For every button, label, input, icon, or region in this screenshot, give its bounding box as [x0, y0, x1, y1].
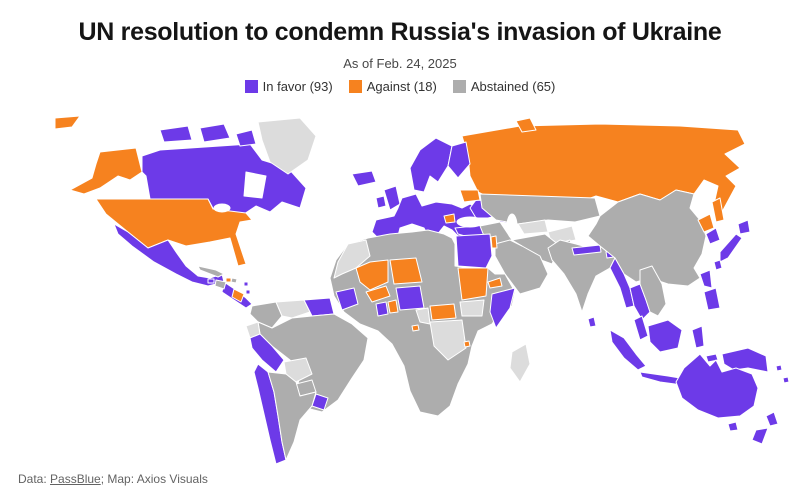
country-pacific-islands-1 — [775, 364, 783, 372]
source-credit: Data: PassBlue; Map: Axios Visuals — [18, 472, 208, 486]
country-uruguay — [311, 393, 329, 411]
country-indonesia-sumatra — [609, 329, 647, 371]
country-nigeria — [395, 285, 425, 311]
country-hungary — [443, 213, 456, 224]
country-scandinavia — [409, 137, 453, 193]
country-myanmar — [609, 257, 635, 309]
country-somalia — [489, 287, 516, 329]
country-arabia — [494, 239, 549, 295]
against-label: Against (18) — [366, 79, 437, 94]
country-madagascar — [509, 343, 531, 383]
country-south-sudan — [459, 299, 485, 317]
caspian-sea — [506, 213, 518, 239]
country-canada-arctic-3 — [235, 129, 257, 147]
legend-item-abstained: Abstained (65) — [452, 79, 556, 94]
country-sudan — [457, 267, 489, 301]
country-jamaica — [207, 278, 215, 284]
in-favor-label: In favor (93) — [262, 79, 333, 94]
country-malaysia-peninsula — [633, 315, 649, 341]
black-sea — [456, 216, 484, 228]
map-subtitle: As of Feb. 24, 2025 — [343, 56, 457, 71]
country-japan-hokkaido — [737, 219, 751, 235]
country-mali — [355, 259, 389, 291]
country-russia-novaya-zemlya — [515, 117, 537, 133]
country-nepal — [571, 244, 602, 256]
country-egypt — [455, 233, 493, 269]
country-pacific-islands-2 — [782, 376, 790, 384]
country-australia — [675, 353, 759, 419]
country-burundi — [463, 340, 471, 348]
country-finland — [447, 141, 471, 179]
country-new-guinea — [721, 347, 769, 373]
country-haiti — [225, 277, 232, 283]
great-lakes — [213, 203, 231, 213]
country-belarus — [459, 189, 481, 203]
world-map — [54, 116, 790, 465]
country-uk — [383, 185, 401, 211]
abstained-label: Abstained (65) — [470, 79, 556, 94]
country-canada-arctic-2 — [199, 123, 231, 143]
legend-item-in-favor: In favor (93) — [244, 79, 333, 94]
country-ireland — [375, 195, 387, 209]
country-australia-tasmania — [727, 421, 739, 432]
country-burkina-faso — [365, 285, 391, 303]
country-north-korea — [697, 213, 715, 233]
country-dominican-republic — [230, 277, 238, 284]
country-new-zealand-north — [765, 411, 779, 427]
country-india — [547, 239, 616, 313]
country-greenland — [257, 117, 317, 175]
country-antilles-1 — [243, 281, 249, 287]
country-central-african-republic — [429, 303, 457, 321]
country-ghana — [375, 301, 389, 317]
country-canada — [141, 143, 307, 215]
page-title: UN resolution to condemn Russia's invasi… — [78, 18, 722, 46]
country-guinea-coast — [335, 287, 359, 311]
abstained-swatch — [452, 80, 466, 93]
country-guyana-suriname — [303, 297, 335, 317]
country-south-korea — [705, 227, 721, 245]
country-niger — [389, 257, 423, 285]
country-japan-honshu — [719, 233, 743, 263]
country-eritrea — [487, 277, 503, 289]
country-morocco — [333, 239, 371, 279]
country-russia-sakhalin — [711, 197, 725, 223]
against-swatch — [348, 80, 362, 93]
country-laos-vietnam — [639, 265, 667, 317]
legend: In favor (93) Against (18) Abstained (65… — [0, 79, 800, 94]
country-bolivia — [283, 357, 313, 383]
passblue-link[interactable]: PassBlue — [50, 472, 101, 486]
legend-item-against: Against (18) — [348, 79, 437, 94]
country-cuba — [197, 265, 225, 278]
country-drc — [429, 319, 467, 361]
country-indonesia-timor — [705, 353, 719, 363]
country-peru — [249, 333, 285, 373]
country-venezuela — [275, 299, 311, 319]
country-russia-chukotka-wrap — [54, 116, 81, 130]
country-central-asia — [479, 193, 601, 225]
country-new-zealand-south — [751, 427, 769, 445]
country-iceland — [351, 170, 377, 187]
country-indonesia-sulawesi — [691, 325, 705, 349]
country-argentina — [267, 371, 317, 461]
country-japan-kyushu — [713, 259, 723, 271]
country-sri-lanka — [587, 316, 597, 328]
world-map-container — [0, 116, 800, 474]
source-suffix: ; Map: Axios Visuals — [100, 472, 208, 486]
in-favor-swatch — [244, 80, 258, 93]
country-equatorial-guinea — [411, 324, 420, 332]
country-guatemala — [214, 279, 227, 290]
source-prefix: Data: — [18, 472, 51, 486]
country-philippines-mindanao — [703, 287, 721, 311]
country-philippines-luzon — [699, 269, 713, 289]
country-benin — [387, 299, 399, 314]
hudson-bay — [243, 171, 267, 199]
country-canada-arctic-1 — [159, 125, 193, 143]
country-antilles-2 — [245, 289, 251, 295]
country-indonesia-borneo — [647, 319, 683, 353]
country-nicaragua — [231, 288, 245, 303]
country-alaska — [69, 147, 143, 195]
country-israel — [490, 235, 498, 249]
